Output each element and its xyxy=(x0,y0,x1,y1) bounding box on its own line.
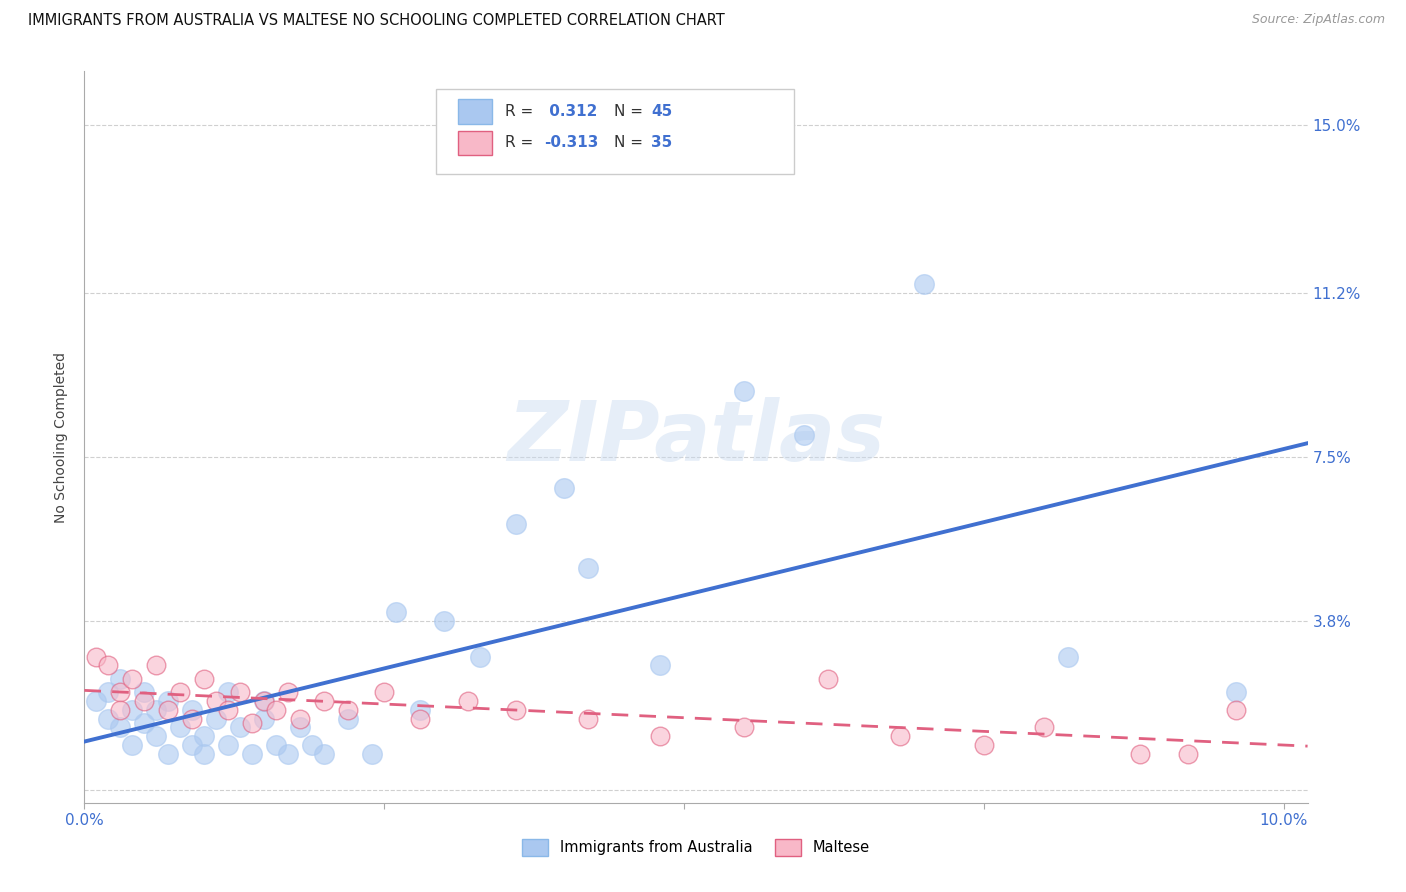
Point xyxy=(290,712,312,726)
Point xyxy=(134,694,156,708)
Point xyxy=(277,685,299,699)
Point xyxy=(301,738,323,752)
Point xyxy=(157,694,180,708)
Point xyxy=(1177,747,1199,761)
Point xyxy=(290,721,312,735)
Text: 45: 45 xyxy=(651,104,672,119)
Point xyxy=(264,738,287,752)
Point xyxy=(373,685,395,699)
Text: N =: N = xyxy=(614,104,648,119)
Point xyxy=(457,694,479,708)
Point xyxy=(145,658,167,673)
Legend: Immigrants from Australia, Maltese: Immigrants from Australia, Maltese xyxy=(516,833,876,862)
Point xyxy=(229,721,252,735)
Point xyxy=(433,614,456,628)
Text: 0.312: 0.312 xyxy=(544,104,598,119)
Point xyxy=(253,694,276,708)
Point xyxy=(264,703,287,717)
Point xyxy=(409,703,432,717)
Point xyxy=(1225,685,1247,699)
Point xyxy=(337,703,360,717)
Point xyxy=(121,738,143,752)
Point xyxy=(157,703,180,717)
Point xyxy=(361,747,384,761)
Point xyxy=(134,685,156,699)
Point xyxy=(86,649,108,664)
Point xyxy=(253,712,276,726)
Point xyxy=(97,658,120,673)
Point xyxy=(181,738,204,752)
Point xyxy=(576,712,599,726)
Point xyxy=(240,716,263,731)
Point xyxy=(1032,721,1054,735)
Y-axis label: No Schooling Completed: No Schooling Completed xyxy=(55,351,69,523)
Point xyxy=(337,712,360,726)
Point xyxy=(468,649,491,664)
Point xyxy=(97,712,120,726)
Point xyxy=(1225,703,1247,717)
Text: Source: ZipAtlas.com: Source: ZipAtlas.com xyxy=(1251,13,1385,27)
Point xyxy=(253,694,276,708)
Point xyxy=(409,712,432,726)
Text: 35: 35 xyxy=(651,136,672,150)
Point xyxy=(817,672,839,686)
Point xyxy=(181,712,204,726)
Point xyxy=(110,672,132,686)
Point xyxy=(1056,649,1078,664)
Point xyxy=(110,685,132,699)
Point xyxy=(217,738,239,752)
Point xyxy=(205,712,228,726)
Point xyxy=(793,428,815,442)
Point xyxy=(181,703,204,717)
Point xyxy=(733,721,755,735)
Point xyxy=(277,747,299,761)
Point xyxy=(733,384,755,398)
Point xyxy=(229,685,252,699)
Point xyxy=(240,747,263,761)
Point xyxy=(217,703,239,717)
Point xyxy=(973,738,995,752)
Text: N =: N = xyxy=(614,136,648,150)
Point xyxy=(169,721,191,735)
Point xyxy=(385,605,408,619)
Point xyxy=(97,685,120,699)
Text: R =: R = xyxy=(505,104,538,119)
Point xyxy=(193,747,215,761)
Point xyxy=(553,481,575,495)
Point xyxy=(889,729,911,743)
Text: IMMIGRANTS FROM AUSTRALIA VS MALTESE NO SCHOOLING COMPLETED CORRELATION CHART: IMMIGRANTS FROM AUSTRALIA VS MALTESE NO … xyxy=(28,13,725,29)
Text: R =: R = xyxy=(505,136,538,150)
Point xyxy=(505,703,527,717)
Point xyxy=(314,694,336,708)
Point xyxy=(110,721,132,735)
Text: -0.313: -0.313 xyxy=(544,136,599,150)
Point xyxy=(157,747,180,761)
Point xyxy=(121,672,143,686)
Point xyxy=(648,658,671,673)
Point xyxy=(145,729,167,743)
Point xyxy=(217,685,239,699)
Point xyxy=(121,703,143,717)
Point xyxy=(576,561,599,575)
Point xyxy=(86,694,108,708)
Point xyxy=(169,685,191,699)
Point xyxy=(145,703,167,717)
Point xyxy=(1129,747,1152,761)
Point xyxy=(193,672,215,686)
Point xyxy=(314,747,336,761)
Point xyxy=(505,516,527,531)
Point xyxy=(912,277,935,292)
Point xyxy=(193,729,215,743)
Text: ZIPatlas: ZIPatlas xyxy=(508,397,884,477)
Point xyxy=(110,703,132,717)
Point xyxy=(205,694,228,708)
Point xyxy=(648,729,671,743)
Point xyxy=(134,716,156,731)
